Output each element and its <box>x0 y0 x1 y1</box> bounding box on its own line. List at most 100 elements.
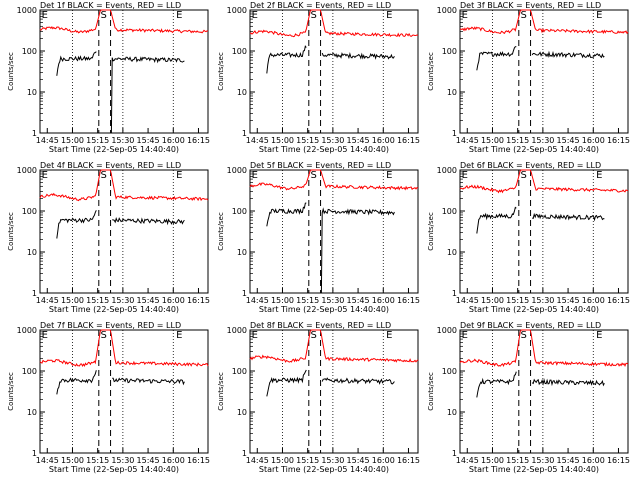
interval-marker-label: E <box>596 10 602 21</box>
panel-title: Det 9f BLACK = Events, RED = LLD <box>460 321 601 330</box>
events-series-line <box>321 51 395 60</box>
x-tick-label: 15:00 <box>481 296 504 305</box>
y-tick-label: 10 <box>237 248 247 257</box>
y-tick-label: 1 <box>32 129 37 138</box>
x-tick-label: 15:15 <box>86 136 109 145</box>
lld-series-line <box>459 169 629 194</box>
panel-title: Det 1f BLACK = Events, RED = LLD <box>40 1 181 10</box>
x-tick-label: 15:45 <box>137 296 160 305</box>
plot-frame <box>459 169 629 294</box>
x-tick-label: 15:45 <box>557 296 580 305</box>
plot-frame <box>39 329 209 454</box>
x-tick-label: 15:30 <box>111 136 134 145</box>
lld-series-line <box>39 329 209 368</box>
x-axis-title: Start Time (22-Sep-05 14:40:40) <box>49 305 179 314</box>
x-axis-title: Start Time (22-Sep-05 14:40:40) <box>469 145 599 154</box>
interval-marker-label: S <box>100 10 106 21</box>
interval-marker-label: S <box>310 330 316 341</box>
interval-marker-label: E <box>42 330 48 341</box>
x-tick-label: 15:45 <box>137 456 160 465</box>
lld-series-line <box>249 329 419 363</box>
y-tick-label: 10 <box>447 88 457 97</box>
plot-frame <box>249 169 419 294</box>
x-tick-label: 16:15 <box>397 456 420 465</box>
panel-title: Det 5f BLACK = Events, RED = LLD <box>250 161 391 170</box>
x-tick-label: 14:45 <box>36 296 59 305</box>
plot-frame <box>39 9 209 134</box>
events-series-line <box>56 370 97 395</box>
events-series-line <box>266 369 307 397</box>
events-series-line <box>266 45 307 74</box>
x-tick-label: 15:15 <box>86 296 109 305</box>
x-tick-label: 15:30 <box>531 136 554 145</box>
x-tick-label: 15:00 <box>271 296 294 305</box>
x-tick-label: 15:15 <box>86 456 109 465</box>
x-tick-label: 14:45 <box>456 136 479 145</box>
interval-marker-label: E <box>462 10 468 21</box>
x-tick-label: 16:00 <box>162 136 185 145</box>
panel-title: Det 4f BLACK = Events, RED = LLD <box>40 161 181 170</box>
x-tick-label: 16:15 <box>607 296 630 305</box>
y-tick-label: 100 <box>442 47 457 56</box>
x-tick-label: 15:30 <box>321 456 344 465</box>
x-tick-label: 15:45 <box>137 136 160 145</box>
events-series-line <box>320 207 395 293</box>
lld-series-line <box>459 329 629 368</box>
plot-frame <box>459 329 629 454</box>
plot-frame <box>459 9 629 134</box>
y-axis-title: Counts/sec <box>7 372 15 411</box>
events-series-line <box>476 371 517 398</box>
x-tick-label: 15:45 <box>557 136 580 145</box>
panel-title: Det 8f BLACK = Events, RED = LLD <box>250 321 391 330</box>
y-tick-label: 10 <box>27 248 37 257</box>
events-series-line <box>476 46 517 71</box>
interval-marker-label: S <box>520 330 526 341</box>
x-tick-label: 14:45 <box>456 456 479 465</box>
x-tick-label: 16:00 <box>372 456 395 465</box>
x-tick-label: 15:45 <box>347 296 370 305</box>
x-tick-label: 14:45 <box>246 456 269 465</box>
panel-title: Det 2f BLACK = Events, RED = LLD <box>250 1 391 10</box>
x-tick-label: 15:15 <box>506 296 529 305</box>
y-tick-label: 1000 <box>17 6 37 15</box>
interval-marker-label: S <box>310 170 316 181</box>
interval-marker-label: E <box>386 330 392 341</box>
interval-marker-label: E <box>42 10 48 21</box>
x-tick-label: 15:00 <box>61 456 84 465</box>
interval-marker-label: E <box>176 10 182 21</box>
x-tick-label: 16:15 <box>397 296 420 305</box>
lld-series-line <box>39 9 209 34</box>
y-axis-title: Counts/sec <box>7 212 15 251</box>
interval-marker-label: E <box>462 170 468 181</box>
x-tick-label: 16:15 <box>607 136 630 145</box>
interval-marker-label: E <box>252 170 258 181</box>
lld-series-line <box>459 9 629 35</box>
x-axis-title: Start Time (22-Sep-05 14:40:40) <box>49 465 179 474</box>
interval-marker-label: S <box>100 170 106 181</box>
events-series-line <box>56 51 97 76</box>
x-tick-label: 15:30 <box>111 456 134 465</box>
interval-marker-label: S <box>520 10 526 21</box>
y-tick-label: 100 <box>22 367 37 376</box>
y-axis-title: Counts/sec <box>427 372 435 411</box>
x-axis-title: Start Time (22-Sep-05 14:40:40) <box>49 145 179 154</box>
x-tick-label: 14:45 <box>456 296 479 305</box>
y-tick-label: 1 <box>452 449 457 458</box>
plot-frame <box>39 169 209 294</box>
y-tick-label: 1000 <box>17 326 37 335</box>
y-tick-label: 10 <box>447 408 457 417</box>
events-series-line <box>531 212 605 222</box>
interval-marker-label: E <box>176 330 182 341</box>
y-tick-label: 1000 <box>437 326 457 335</box>
y-tick-label: 10 <box>237 408 247 417</box>
interval-marker-label: E <box>42 170 48 181</box>
x-axis-title: Start Time (22-Sep-05 14:40:40) <box>259 465 389 474</box>
events-series-line <box>476 206 517 234</box>
x-tick-label: 14:45 <box>246 296 269 305</box>
x-tick-label: 15:15 <box>296 456 319 465</box>
y-tick-label: 10 <box>27 408 37 417</box>
x-tick-label: 15:00 <box>481 136 504 145</box>
